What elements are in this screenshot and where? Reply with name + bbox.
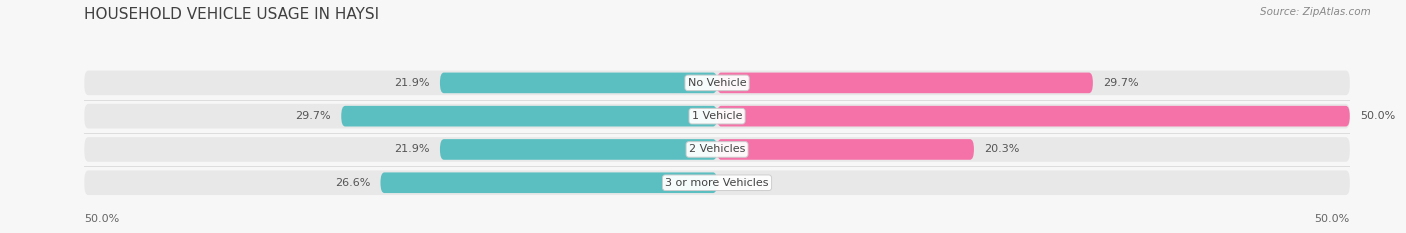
Text: 26.6%: 26.6%	[335, 178, 370, 188]
Text: 29.7%: 29.7%	[1104, 78, 1139, 88]
Text: 21.9%: 21.9%	[394, 144, 430, 154]
FancyBboxPatch shape	[381, 172, 717, 193]
FancyBboxPatch shape	[84, 71, 1350, 95]
Text: 50.0%: 50.0%	[84, 214, 120, 224]
Text: 3 or more Vehicles: 3 or more Vehicles	[665, 178, 769, 188]
Text: 50.0%: 50.0%	[1315, 214, 1350, 224]
Text: Source: ZipAtlas.com: Source: ZipAtlas.com	[1260, 7, 1371, 17]
Text: HOUSEHOLD VEHICLE USAGE IN HAYSI: HOUSEHOLD VEHICLE USAGE IN HAYSI	[84, 7, 380, 22]
Text: 50.0%: 50.0%	[1360, 111, 1395, 121]
FancyBboxPatch shape	[717, 139, 974, 160]
FancyBboxPatch shape	[342, 106, 717, 127]
FancyBboxPatch shape	[717, 106, 1350, 127]
FancyBboxPatch shape	[84, 170, 1350, 195]
FancyBboxPatch shape	[84, 137, 1350, 162]
Text: 1 Vehicle: 1 Vehicle	[692, 111, 742, 121]
Text: 0.0%: 0.0%	[727, 178, 755, 188]
Text: 21.9%: 21.9%	[394, 78, 430, 88]
Text: No Vehicle: No Vehicle	[688, 78, 747, 88]
Text: 29.7%: 29.7%	[295, 111, 332, 121]
FancyBboxPatch shape	[717, 72, 1092, 93]
FancyBboxPatch shape	[440, 72, 717, 93]
FancyBboxPatch shape	[440, 139, 717, 160]
Text: 20.3%: 20.3%	[984, 144, 1019, 154]
Text: 2 Vehicles: 2 Vehicles	[689, 144, 745, 154]
FancyBboxPatch shape	[84, 104, 1350, 128]
